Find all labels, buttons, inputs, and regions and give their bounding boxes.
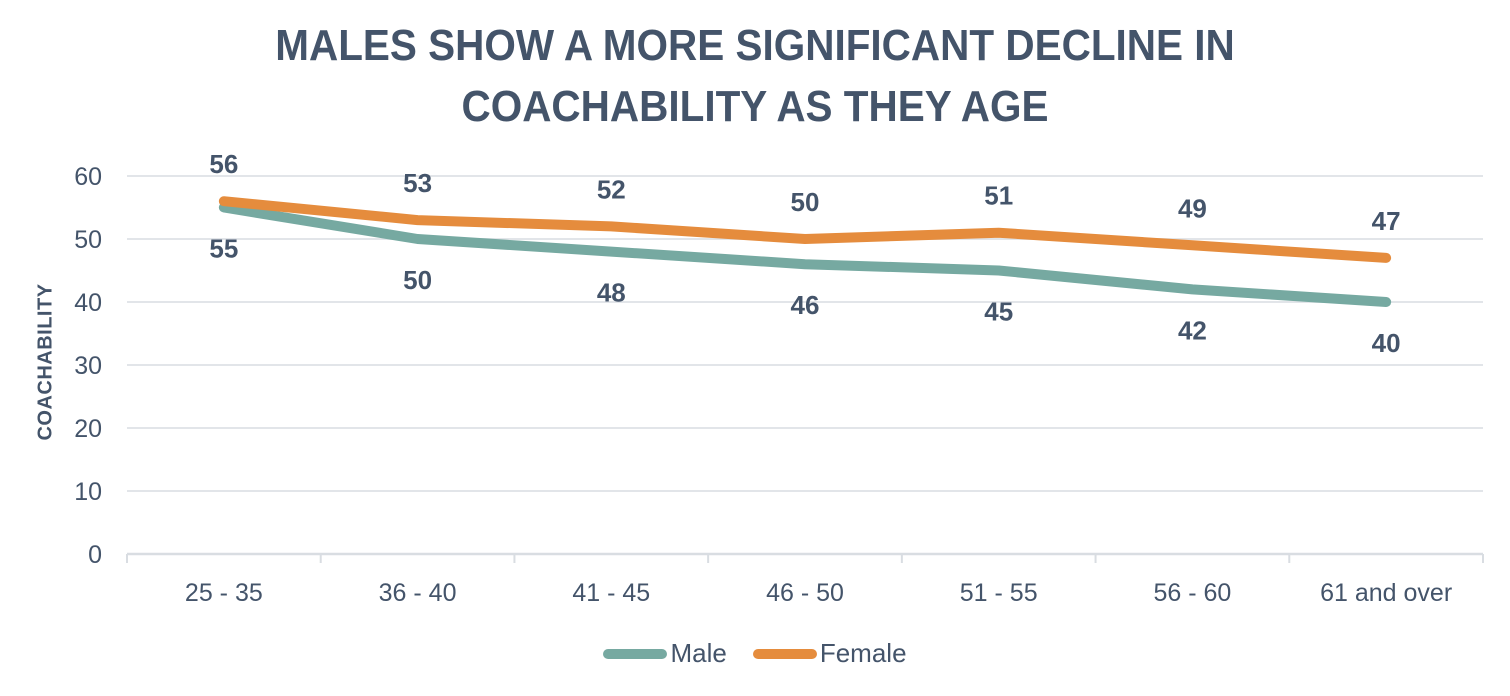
x-tick-label: 25 - 35: [185, 579, 263, 607]
y-axis-title: COACHABILITY: [34, 283, 57, 441]
legend-item-female: Female: [752, 638, 907, 669]
legend-swatch-female: [752, 648, 817, 659]
data-label-female: 49: [1178, 193, 1207, 223]
y-tick-label: 20: [74, 415, 102, 443]
data-label-male: 40: [1372, 328, 1401, 358]
legend-item-male: Male: [603, 638, 727, 669]
legend-label-female: Female: [819, 638, 907, 668]
data-label-male: 48: [597, 278, 626, 308]
data-label-male: 55: [209, 234, 238, 264]
data-label-female: 52: [597, 174, 626, 204]
x-tick-label: 36 - 40: [379, 579, 457, 607]
series-line-male: [218, 202, 1392, 307]
x-tick-label: 61 and over: [1320, 579, 1452, 607]
data-label-male: 46: [791, 290, 820, 320]
data-label-male: 42: [1178, 315, 1207, 345]
legend-swatch-male: [603, 648, 668, 659]
data-label-female: 53: [403, 168, 432, 198]
data-label-male: 50: [403, 265, 432, 295]
y-tick-label: 10: [74, 478, 102, 506]
y-tick-label: 50: [74, 226, 102, 254]
x-tick-label: 56 - 60: [1154, 579, 1232, 607]
y-tick-label: 60: [74, 163, 102, 191]
y-tick-label: 40: [74, 289, 102, 317]
data-label-female: 47: [1372, 206, 1401, 236]
x-tick-label: 51 - 55: [960, 579, 1038, 607]
y-tick-label: 0: [88, 541, 102, 569]
y-tick-label: 30: [74, 352, 102, 380]
x-tick-label: 41 - 45: [572, 579, 650, 607]
chart-title: MALES SHOW A MORE SIGNIFICANT DECLINE IN…: [275, 21, 1235, 131]
data-label-female: 51: [984, 181, 1013, 211]
x-tick-label: 46 - 50: [766, 579, 844, 607]
data-label-male: 45: [984, 297, 1013, 327]
data-label-female: 56: [209, 149, 238, 179]
legend: Male Female: [0, 638, 1510, 669]
series-line-female: [218, 196, 1392, 263]
data-label-female: 50: [791, 187, 820, 217]
legend-label-male: Male: [670, 638, 727, 668]
